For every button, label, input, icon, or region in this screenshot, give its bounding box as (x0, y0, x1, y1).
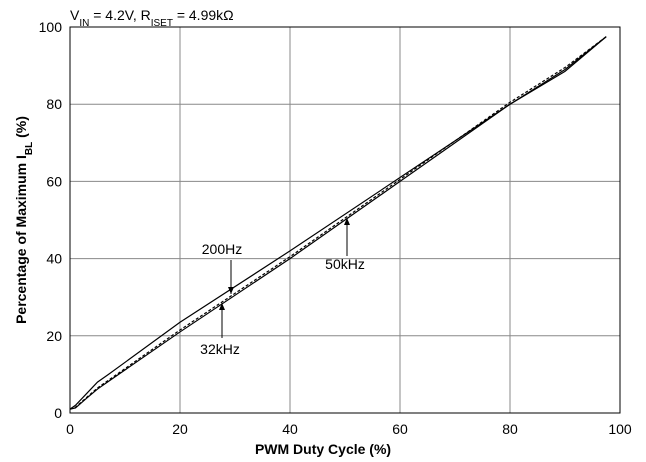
arrow-head (344, 218, 350, 225)
arrow-head (228, 287, 234, 294)
x-tick-label: 60 (392, 421, 408, 437)
x-axis-label: PWM Duty Cycle (%) (255, 441, 391, 457)
y-tick-label: 100 (39, 19, 63, 35)
x-tick-label: 0 (66, 421, 74, 437)
x-tick-label: 20 (172, 421, 188, 437)
y-tick-label: 20 (46, 328, 62, 344)
y-axis-label: Percentage of Maximum IBL (%) (13, 116, 35, 324)
text-part: = 4.2V, R (89, 7, 150, 23)
chart-title: VIN = 4.2V, RISET = 4.99kΩ (70, 7, 234, 29)
series-label: 50kHz (325, 256, 365, 272)
series-label: 200Hz (202, 241, 242, 257)
y-tick-label: 60 (46, 173, 62, 189)
plot-frame (69, 26, 621, 414)
text-part: = 4.99kΩ (173, 7, 234, 23)
x-tick-label: 100 (608, 421, 632, 437)
series-line (69, 36, 607, 410)
series-line (69, 36, 607, 410)
text-part: IN (79, 18, 89, 29)
series-label: 32kHz (200, 341, 240, 357)
y-tick-label: 40 (46, 251, 62, 267)
text-part: BL (24, 142, 35, 155)
y-tick-label: 80 (46, 96, 62, 112)
x-tick-label: 40 (282, 421, 298, 437)
y-tick-label: 0 (54, 405, 62, 421)
arrow-head (219, 303, 225, 310)
text-part: (%) (13, 116, 29, 142)
text-part: Percentage of Maximum I (13, 155, 29, 324)
text-part: V (70, 7, 80, 23)
x-tick-label: 80 (502, 421, 518, 437)
text-part: ISET (151, 18, 173, 29)
